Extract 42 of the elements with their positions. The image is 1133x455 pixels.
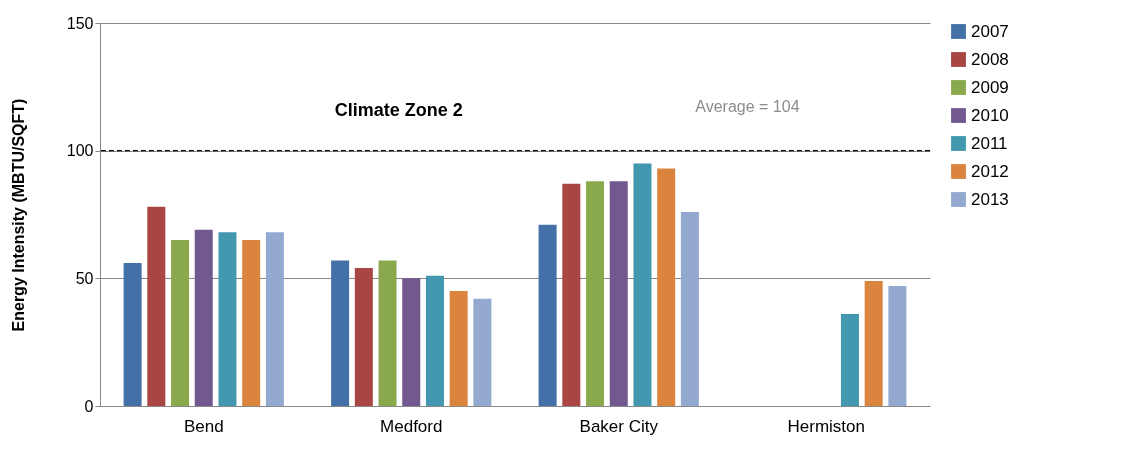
y-tick-label: 150 xyxy=(66,14,94,32)
bar xyxy=(402,278,421,406)
x-tick-label: Baker City xyxy=(579,416,659,436)
bar xyxy=(354,268,373,406)
bar xyxy=(609,181,628,406)
bar xyxy=(265,232,284,406)
bar xyxy=(425,275,444,406)
annotation: Average = 104 xyxy=(695,98,800,116)
bar xyxy=(840,314,859,406)
bar xyxy=(864,280,883,406)
y-tick-label: 50 xyxy=(75,269,94,287)
legend-label: 2012 xyxy=(971,161,1009,181)
x-tick-label: Bend xyxy=(183,416,224,436)
bar xyxy=(123,263,142,406)
bar xyxy=(331,260,350,406)
y-tick-label: 100 xyxy=(66,142,94,160)
bar xyxy=(473,298,492,406)
annotation: Climate Zone 2 xyxy=(334,100,463,121)
bar xyxy=(680,211,699,406)
bar xyxy=(378,260,397,406)
legend-label: 2010 xyxy=(971,105,1009,125)
y-tick-label: 0 xyxy=(84,397,94,415)
bar xyxy=(538,224,557,406)
bar xyxy=(194,229,213,406)
bar xyxy=(242,240,261,406)
legend-label: 2009 xyxy=(971,77,1009,97)
bar xyxy=(888,285,907,406)
bar xyxy=(633,163,652,406)
bar xyxy=(657,168,676,406)
bar xyxy=(218,232,237,406)
bar xyxy=(171,240,190,406)
legend-label: 2013 xyxy=(971,189,1009,209)
x-tick-label: Hermiston xyxy=(787,416,865,436)
bar xyxy=(562,183,581,406)
legend-label: 2008 xyxy=(971,49,1009,69)
legend-label: 2007 xyxy=(971,21,1009,41)
bar xyxy=(586,181,605,406)
x-tick-label: Medford xyxy=(380,416,443,436)
legend-label: 2011 xyxy=(971,133,1008,153)
bar xyxy=(147,206,166,406)
y-axis-title: Energy Intensity (MBTU/SQFT) xyxy=(9,98,27,332)
bar xyxy=(449,291,468,406)
